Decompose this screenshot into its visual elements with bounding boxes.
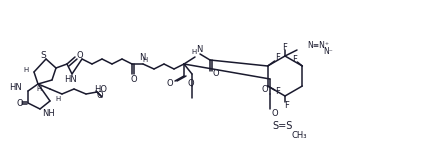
Text: HN: HN [9,83,22,92]
Text: O: O [272,110,279,119]
Text: S: S [40,51,46,60]
Text: O: O [261,85,268,94]
Text: H: H [55,96,60,102]
Text: O: O [188,79,194,88]
Text: O: O [167,80,173,89]
Text: H: H [142,57,148,63]
Text: F: F [275,53,280,62]
Text: H: H [191,49,197,55]
Text: F: F [283,42,287,51]
Text: CH₃: CH₃ [292,132,308,141]
Text: N≡N⁺: N≡N⁺ [307,41,329,51]
Text: N: N [196,45,202,54]
Text: HN: HN [65,74,77,83]
Text: H: H [36,86,42,92]
Text: O: O [131,74,137,83]
Text: N: N [139,52,145,62]
Text: S=S: S=S [272,121,292,131]
Text: F: F [275,88,280,96]
Text: N⁻: N⁻ [323,47,333,55]
Text: HO: HO [94,84,107,93]
Text: O: O [97,92,103,101]
Text: O: O [213,69,219,78]
Text: NH: NH [42,110,55,119]
Text: O: O [17,99,23,107]
Text: F: F [292,55,297,64]
Text: F: F [284,101,289,110]
Text: H: H [24,67,29,73]
Text: O: O [77,51,83,61]
